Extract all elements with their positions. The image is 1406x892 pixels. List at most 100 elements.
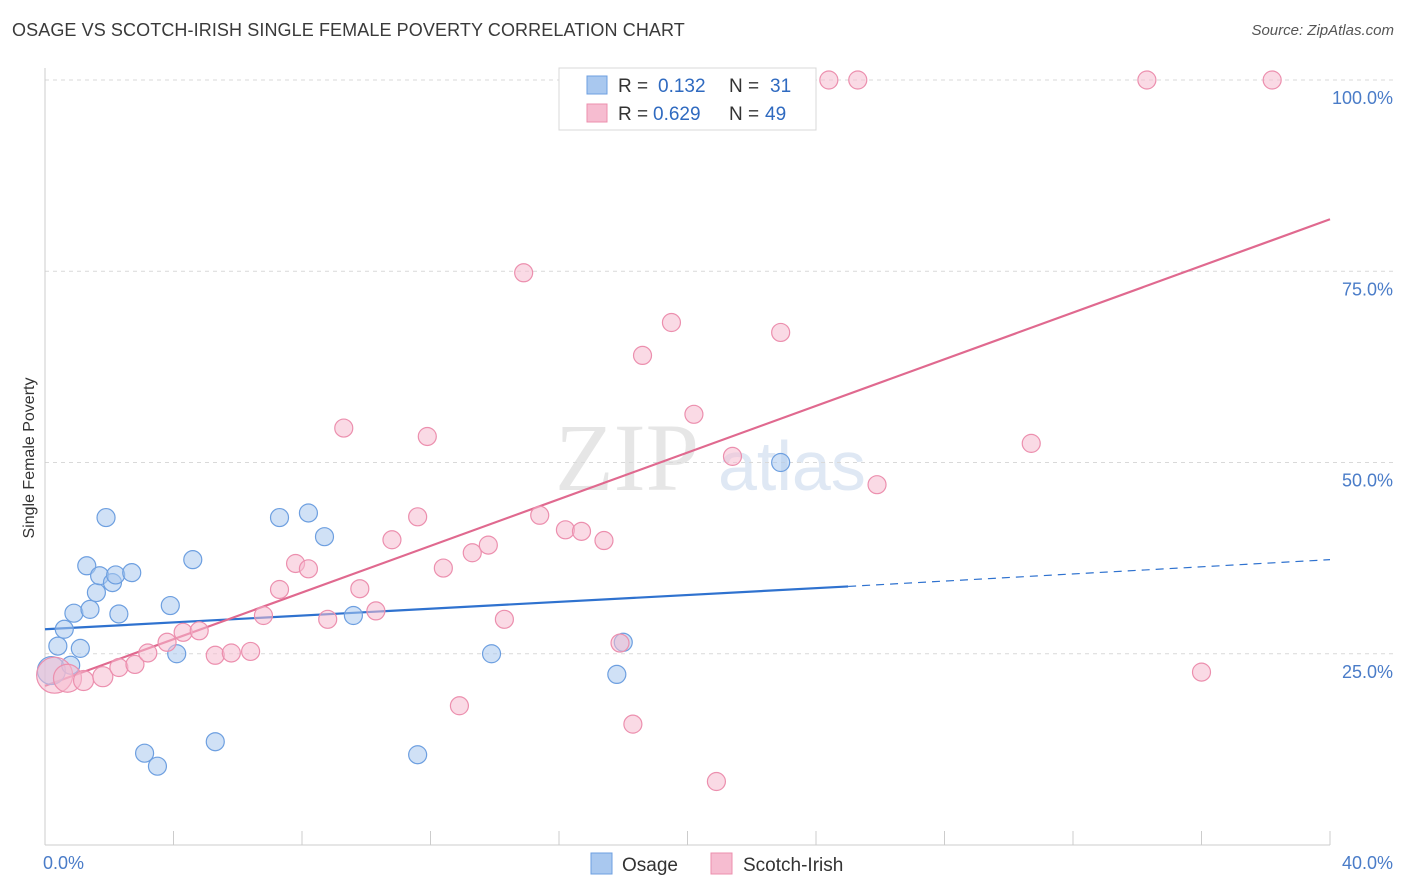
osage-point xyxy=(269,507,290,528)
scotch-irish-point xyxy=(157,632,177,652)
scotch-irish-point xyxy=(72,669,95,692)
y-tick-label: 100.0% xyxy=(1332,88,1393,108)
scotch-irish-point xyxy=(771,322,791,343)
osage-point xyxy=(147,756,168,776)
osage-point xyxy=(205,732,225,752)
scotch-irish-point xyxy=(1262,70,1282,90)
scotch-irish-point xyxy=(514,263,534,283)
osage-point xyxy=(408,745,428,765)
scotch-irish-point xyxy=(530,505,550,525)
legend-osage-r-value: 0.132 xyxy=(658,76,706,97)
osage-point xyxy=(183,550,203,570)
scotch-irish-point xyxy=(494,609,514,629)
bottom-legend-osage-swatch xyxy=(590,852,613,875)
bottom-legend: Osage Scotch-Irish xyxy=(590,852,843,876)
y-tick-label: 75.0% xyxy=(1342,279,1393,299)
scotch-irish-point xyxy=(138,643,158,663)
scotch-irish-point xyxy=(684,404,704,424)
bottom-legend-scotch-label: Scotch-Irish xyxy=(743,855,843,876)
legend-osage-swatch xyxy=(586,75,608,95)
scotch-irish-point xyxy=(478,535,498,555)
scotch-irish-point xyxy=(594,530,614,551)
scotch-irish-point xyxy=(819,70,839,90)
scotch-irish-point xyxy=(449,696,470,716)
source-label: Source: ZipAtlas.com xyxy=(1251,22,1394,39)
legend-osage-r-label: R = xyxy=(618,76,648,97)
legend-scotch-r-label: R = xyxy=(618,104,648,125)
scotch-irish-point xyxy=(366,601,386,621)
scotch-irish-point xyxy=(318,609,338,629)
legend-osage-n-label: N = xyxy=(729,76,759,97)
axes: 25.0% 50.0% 75.0% 100.0% 0.0% 40.0% xyxy=(43,68,1393,873)
y-axis-label: Single Female Poverty xyxy=(21,378,38,539)
scotch-irish-point xyxy=(221,643,241,663)
legend-scotch-swatch xyxy=(586,103,608,123)
osage-point xyxy=(343,605,363,626)
bottom-legend-scotch-swatch xyxy=(710,852,733,875)
scotch-irish-point xyxy=(298,559,319,579)
scotch-irish-point xyxy=(661,312,682,333)
osage-point xyxy=(80,599,100,619)
legend-scotch-r-value: 0.629 xyxy=(653,104,701,125)
scotch-irish-point xyxy=(241,641,261,662)
scotch-irish-point xyxy=(610,633,630,653)
gridlines xyxy=(45,79,1395,655)
scotch-irish-point xyxy=(109,657,129,678)
osage-point xyxy=(122,563,142,583)
scotch-irish-point xyxy=(350,579,370,599)
osage-point xyxy=(314,527,335,547)
bottom-legend-osage-label: Osage xyxy=(622,855,678,876)
scotch-irish-point xyxy=(417,426,437,447)
scotch-irish-point xyxy=(382,530,402,550)
osage-point xyxy=(481,644,502,664)
scotch-irish-point xyxy=(125,654,145,675)
y-tick-label: 50.0% xyxy=(1342,471,1393,491)
osage-point xyxy=(64,603,84,623)
scotch-irish-point xyxy=(706,771,727,792)
scotch-irish-point xyxy=(1191,662,1212,682)
legend-scotch-n-label: N = xyxy=(729,104,759,125)
scotch-irish-point xyxy=(1137,70,1157,90)
x-tick-label: 0.0% xyxy=(43,853,84,873)
scotch-irish-point xyxy=(722,446,743,466)
top-legend: R = 0.132 N = 31 R = 0.629 N = 49 xyxy=(558,67,817,131)
scotch-irish-point xyxy=(334,418,354,438)
y-tick-label: 25.0% xyxy=(1342,662,1393,682)
watermark-zip: ZIP xyxy=(555,404,699,511)
scotch-irish-point xyxy=(173,622,193,642)
chart-title: OSAGE VS SCOTCH-IRISH SINGLE FEMALE POVE… xyxy=(12,20,685,40)
osage-point xyxy=(607,664,627,685)
legend-scotch-n-value: 49 xyxy=(765,104,786,125)
osage-point xyxy=(48,636,68,656)
scotch-irish-point xyxy=(92,666,114,688)
osage-point xyxy=(96,507,116,528)
trend-lines xyxy=(44,218,1331,687)
legend-osage-n-value: 31 xyxy=(770,76,791,97)
scotch-irish-trend-line xyxy=(44,218,1331,687)
osage-point xyxy=(54,619,74,639)
osage-point xyxy=(134,743,155,763)
scotch-irish-point xyxy=(408,507,428,527)
osage-point xyxy=(106,565,126,585)
osage-point xyxy=(86,582,107,603)
osage-trend-extension xyxy=(848,559,1331,588)
scotch-irish-point xyxy=(632,345,653,365)
osage-point xyxy=(109,604,129,624)
osage-point xyxy=(160,595,180,616)
scotch-irish-point xyxy=(433,558,453,578)
osage-trend-line xyxy=(44,585,849,631)
scotch-irish-point xyxy=(848,70,868,90)
osage-point xyxy=(298,503,319,523)
osage-point xyxy=(70,638,90,658)
osage-point xyxy=(77,556,97,576)
osage-point xyxy=(771,452,791,473)
scotch-irish-point xyxy=(253,605,274,626)
x-tick-label: 40.0% xyxy=(1342,853,1393,873)
scotch-irish-point xyxy=(205,645,225,665)
scotch-irish-point xyxy=(269,579,290,600)
scotch-irish-point xyxy=(867,475,887,495)
scotch-irish-point xyxy=(555,520,576,540)
scotch-irish-point xyxy=(571,521,592,541)
scotch-irish-point xyxy=(1021,433,1041,453)
